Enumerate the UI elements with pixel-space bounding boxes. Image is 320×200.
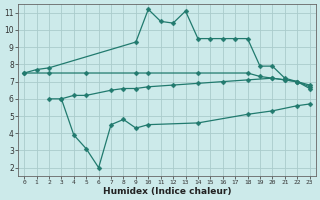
X-axis label: Humidex (Indice chaleur): Humidex (Indice chaleur) [103, 187, 231, 196]
